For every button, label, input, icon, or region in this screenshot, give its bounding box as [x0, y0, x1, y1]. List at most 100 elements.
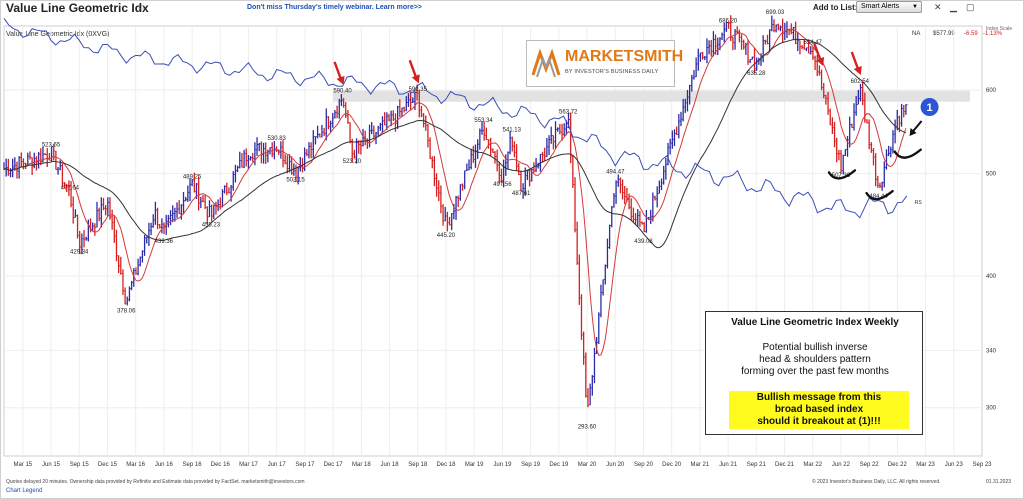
annotation-heading: Value Line Geometric Index Weekly [731, 317, 899, 328]
footer-note: Quotes delayed 20 minutes. Ownership dat… [6, 479, 305, 485]
annotation-line: head & shoulders pattern [759, 354, 871, 365]
shoulder-mark [827, 169, 857, 180]
annotation-body: Potential bullish inverse head & shoulde… [706, 342, 924, 378]
x-tick-label: Dec 15 [98, 462, 118, 468]
footer-date: 01.31.2023 [986, 479, 1012, 485]
x-tick-label: Mar 15 [13, 462, 32, 468]
y-tick-label: 400 [986, 274, 997, 280]
highlight-line: broad based index [774, 404, 864, 415]
x-tick-label: Dec 20 [662, 462, 682, 468]
annotation-highlight: Bullish message from this broad based in… [729, 391, 909, 429]
annotation-line: Potential bullish inverse [762, 342, 868, 353]
marketsmith-logo: MARKETSMITH BY INVESTOR'S BUSINESS DAILY [526, 40, 683, 87]
quote-na: NA [912, 31, 921, 37]
x-tick-label: Mar 20 [578, 462, 597, 468]
add-to-list-label: Add to List: [813, 3, 858, 12]
price-label: 445.20 [437, 233, 456, 239]
moving-average-10-week [3, 28, 907, 357]
top-bar: Value Line Geometric Idx ⚐ Don't miss Th… [0, 0, 1024, 16]
price-label: 553.34 [474, 118, 493, 124]
quote-bar: Value Line Geometric Idx (0XVG) NA $577.… [0, 15, 1024, 38]
smart-alerts-button[interactable]: Smart Alerts ▼ [856, 1, 922, 13]
x-tick-label: Sep 20 [634, 462, 654, 468]
x-tick-label: Jun 21 [719, 462, 738, 468]
x-tick-label: Dec 18 [436, 462, 456, 468]
footer-copyright: © 2023 Investor's Business Daily, LLC. A… [812, 479, 941, 485]
x-tick-label: Dec 22 [888, 462, 908, 468]
price-label: 654.47 [804, 40, 823, 46]
flag-icon[interactable]: ⚐ [137, 3, 146, 13]
price-label: 487.61 [512, 191, 531, 197]
quote-percent: -1.13% [983, 31, 1003, 37]
moving-average-40-week [3, 38, 907, 249]
price-label: 293.60 [578, 425, 597, 431]
restore-icon[interactable]: ▢ [966, 2, 975, 12]
minimize-icon[interactable]: ▁ [950, 2, 957, 12]
smart-alerts-label: Smart Alerts [861, 3, 900, 10]
quote-price: $577.99 [933, 31, 955, 37]
chart-legend-link[interactable]: Chart Legend [6, 488, 43, 494]
chevron-down-icon: ▼ [912, 4, 918, 10]
x-tick-label: Mar 17 [239, 462, 258, 468]
x-tick-label: Sep 23 [972, 462, 992, 468]
price-label: 507.36 [832, 173, 851, 179]
x-tick-label: Sep 16 [183, 462, 203, 468]
x-tick-label: Dec 16 [211, 462, 231, 468]
x-tick-label: Sep 15 [70, 462, 90, 468]
shoulder-mark [893, 148, 922, 159]
x-tick-label: Sep 17 [295, 462, 315, 468]
price-label: 494.47 [606, 170, 625, 176]
y-tick-label: 340 [986, 348, 997, 354]
shoulder-mark [865, 189, 894, 201]
x-tick-label: Jun 20 [606, 462, 625, 468]
plot-area [3, 25, 983, 457]
close-icon[interactable]: ✕ [934, 2, 942, 12]
red-arrow-head [336, 75, 345, 85]
highlight-line: Bullish message from this [756, 392, 882, 403]
x-tick-label: Dec 21 [775, 462, 795, 468]
price-label: 590.40 [333, 88, 352, 94]
annotation-line: forming over the past few months [741, 366, 889, 377]
x-tick-label: Sep 21 [747, 462, 767, 468]
resistance-zone [333, 90, 970, 102]
webinar-link[interactable]: Don't miss Thursday's timely webinar. Le… [247, 4, 422, 11]
red-arrow-head [853, 65, 862, 75]
x-tick-label: Jun 17 [268, 462, 287, 468]
price-label: 455.23 [202, 223, 221, 229]
x-tick-label: Mar 22 [803, 462, 822, 468]
x-tick-label: Mar 23 [916, 462, 935, 468]
price-label: 484.44 [869, 194, 888, 200]
price-label: 635.28 [747, 71, 766, 77]
red-arrow-head [411, 74, 420, 84]
red-arrow-head [816, 57, 825, 67]
price-label: 686.20 [719, 19, 738, 25]
logo-tagline: BY INVESTOR'S BUSINESS DAILY [565, 69, 659, 75]
relative-strength-line [3, 18, 908, 219]
x-tick-label: Jun 22 [832, 462, 851, 468]
price-label: 563.72 [559, 110, 578, 116]
rs-label: RS [915, 200, 923, 206]
price-label: 497.56 [493, 182, 512, 188]
x-tick-label: Jun 18 [381, 462, 400, 468]
x-tick-label: Jun 16 [155, 462, 174, 468]
price-label: 439.36 [155, 239, 174, 245]
price-label: 439.08 [634, 239, 653, 245]
highlight-line: should it breakout at (1)!!! [757, 416, 881, 427]
x-tick-label: Jun 15 [42, 462, 61, 468]
x-tick-label: Jun 19 [493, 462, 512, 468]
breakout-marker [920, 98, 939, 116]
x-tick-label: Mar 19 [465, 462, 484, 468]
symbol-label: Value Line Geometric Idx (0XVG) [6, 31, 110, 38]
x-tick-label: Dec 17 [324, 462, 344, 468]
y-tick-label: 600 [986, 88, 997, 94]
marketsmith-logo-icon [531, 48, 561, 78]
index-scale-label: Index Scale [986, 26, 1013, 32]
marker-arrow-head [909, 128, 917, 136]
x-tick-label: Dec 19 [549, 462, 569, 468]
price-label: 592.35 [409, 87, 428, 93]
price-label: 530.83 [268, 136, 287, 142]
price-label: 523.65 [42, 142, 61, 148]
breakout-marker-label: 1 [927, 102, 933, 114]
price-label: 602.54 [851, 79, 870, 85]
